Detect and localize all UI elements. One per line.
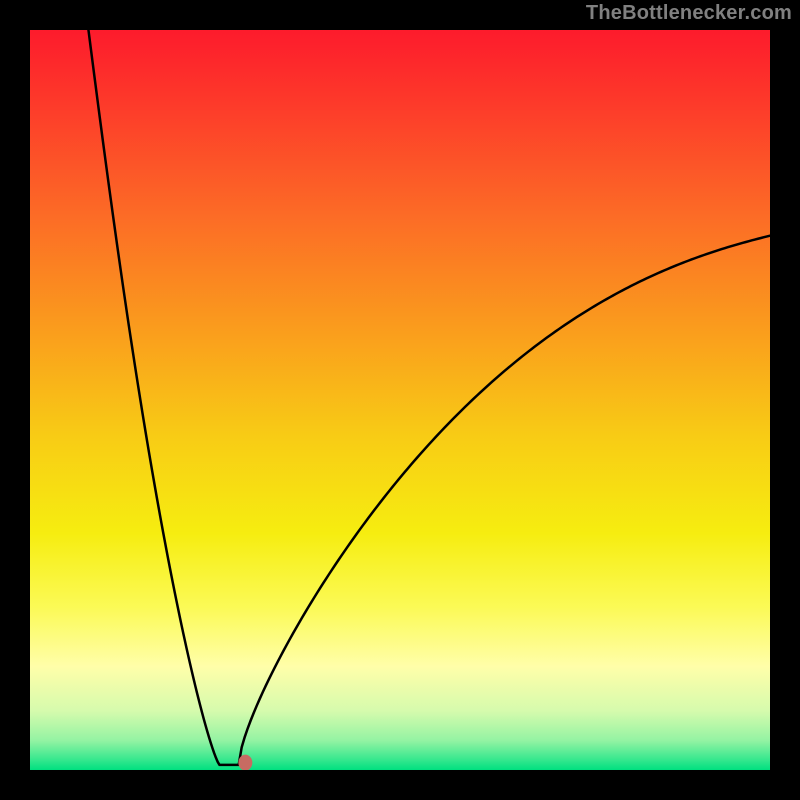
chart-frame: TheBottlenecker.com <box>0 0 800 800</box>
watermark-text: TheBottlenecker.com <box>586 2 792 25</box>
border-right <box>770 0 800 800</box>
chart-svg <box>0 0 800 800</box>
border-bottom <box>0 770 800 800</box>
optimum-marker <box>238 755 252 771</box>
border-left <box>0 0 30 800</box>
